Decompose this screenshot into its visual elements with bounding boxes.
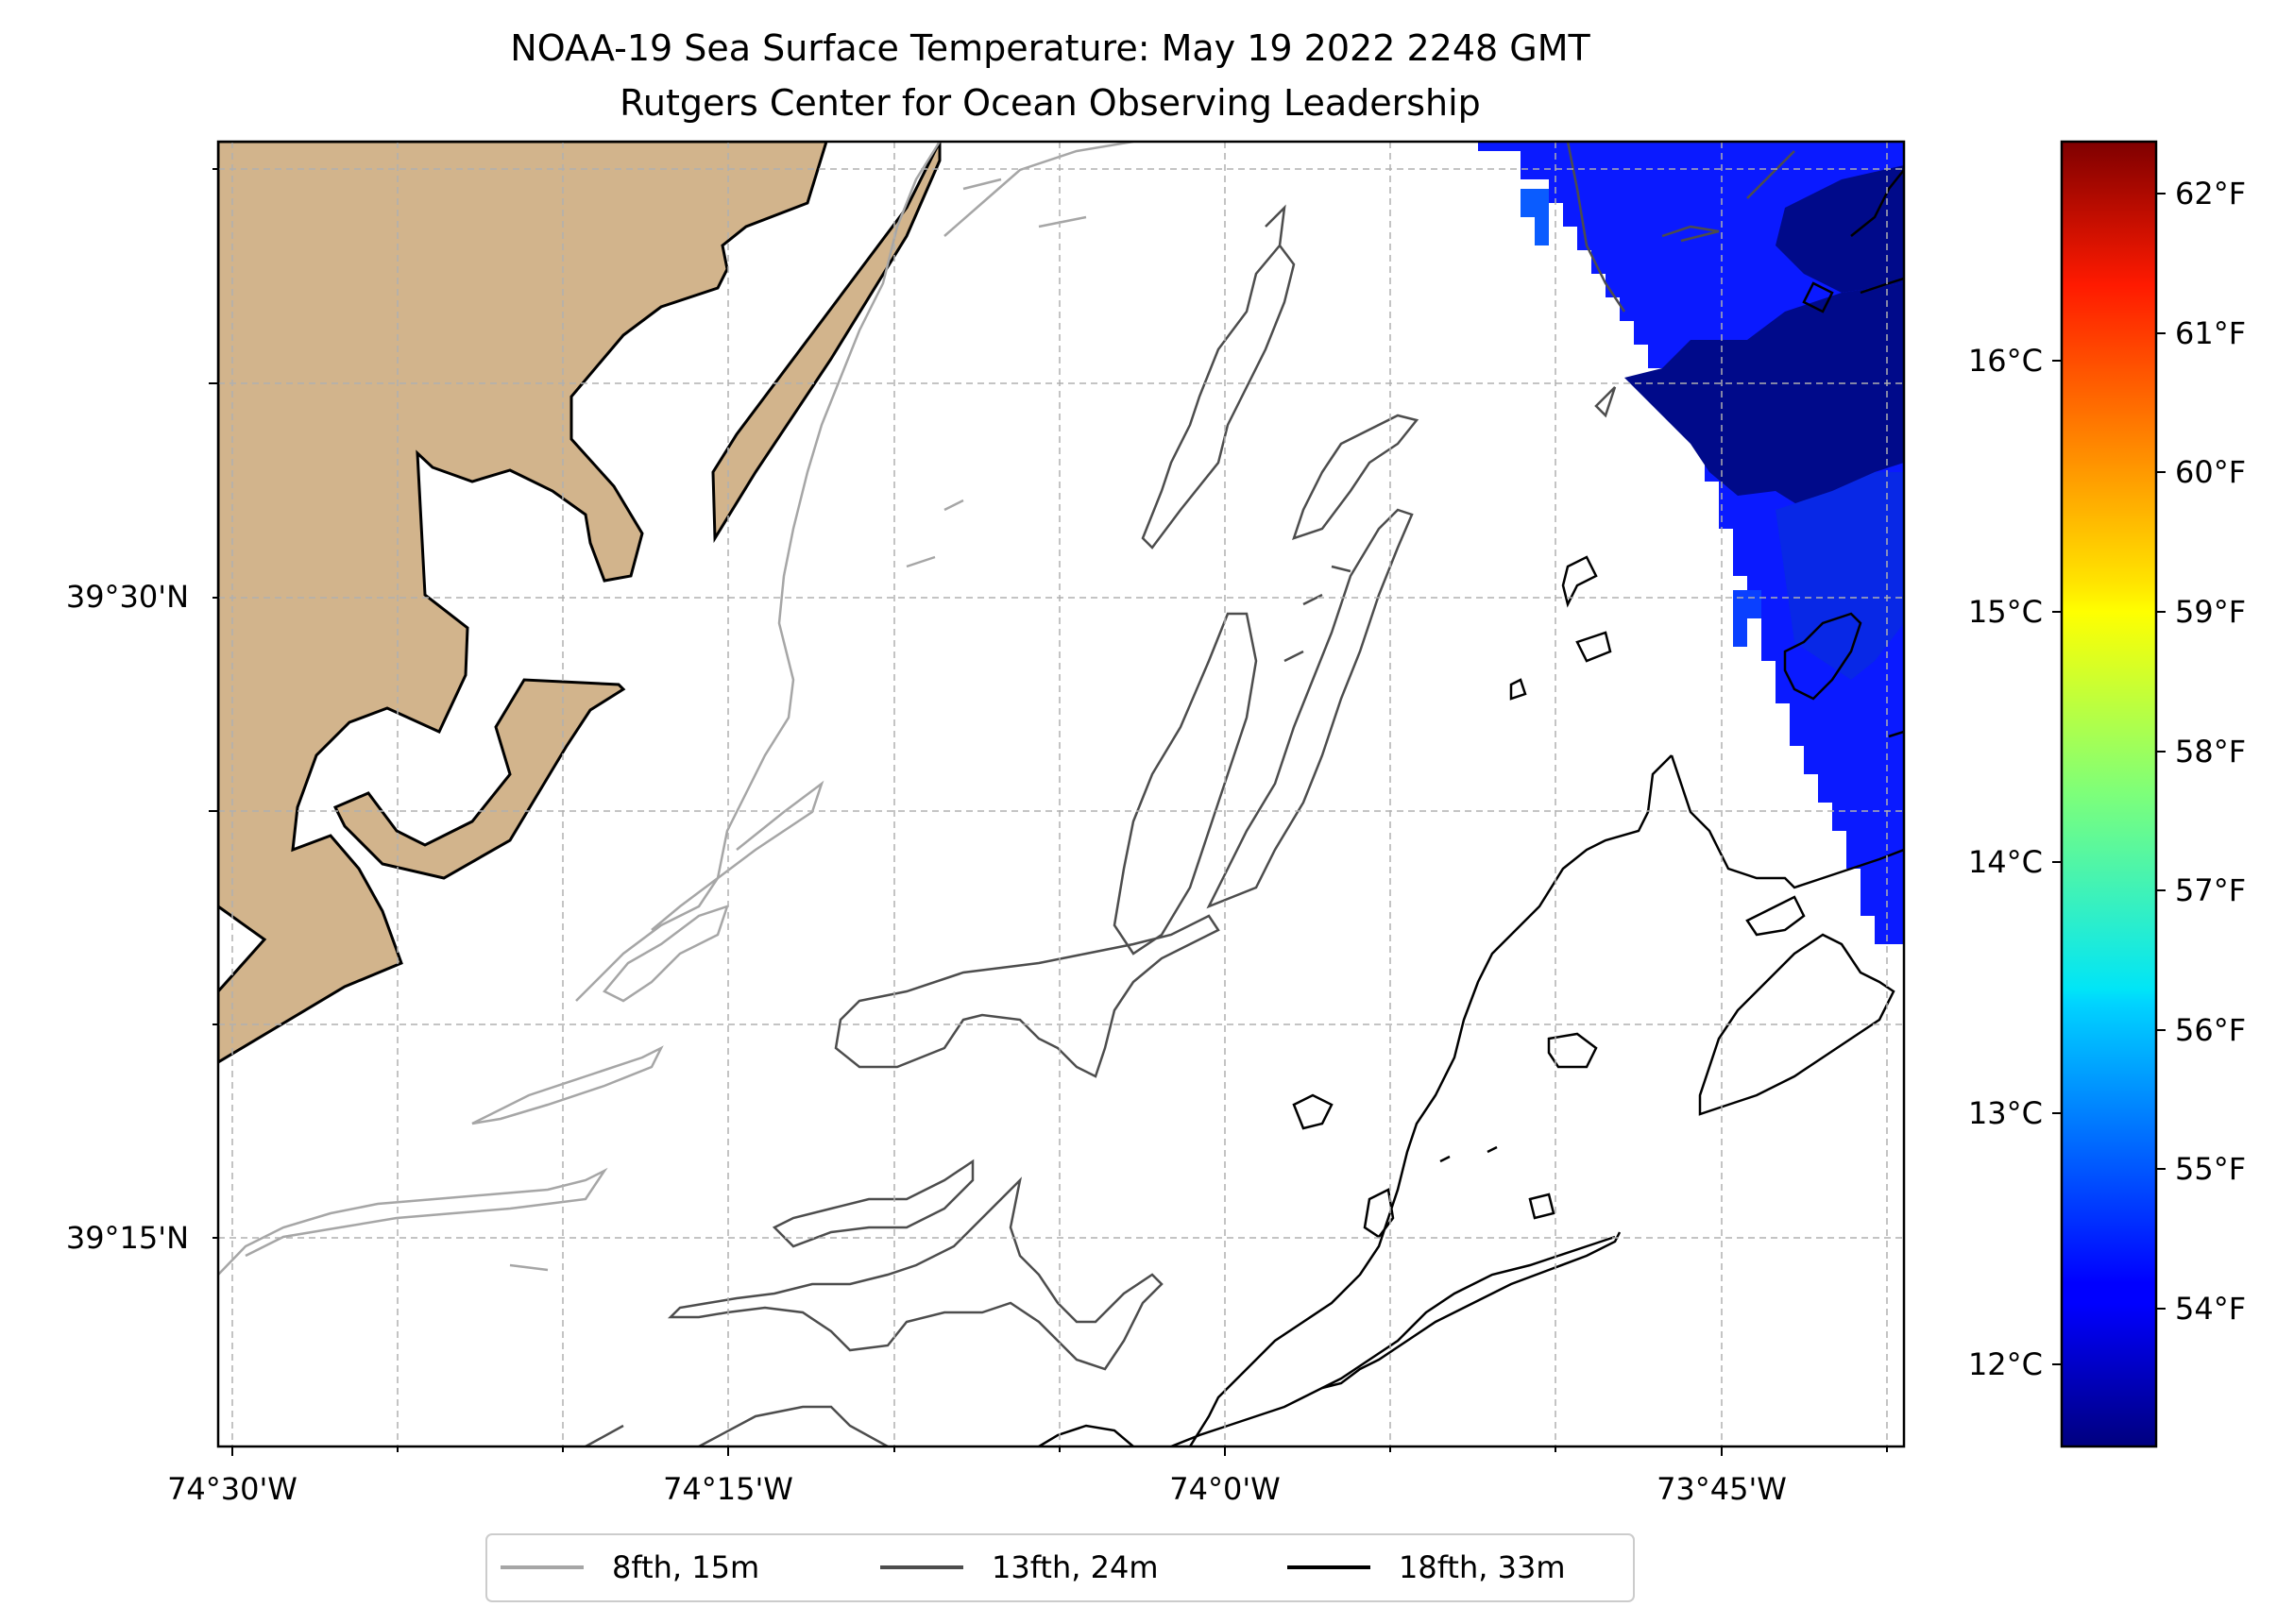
contour-18fth-blobs	[1292, 555, 1612, 1239]
contour-8fth-spur	[471, 1045, 664, 1125]
contour-13fth	[585, 142, 1795, 1446]
contour-13fth-east	[1566, 142, 1795, 418]
contour-13fth-ridge-upper	[1292, 414, 1419, 540]
fahrenheit-tick-label-3: 56°F	[2175, 1012, 2246, 1048]
colorbar: 12°C 13°C 14°C 15°C 16°C 54°F 55°F 56°F …	[1968, 140, 2246, 1448]
y-tick-label-1: 39°30'N	[66, 579, 189, 615]
colorbar-fahrenheit-ticks	[2156, 193, 2166, 1310]
contour-8fth	[218, 142, 1134, 1276]
x-tick-label-4: 73°45'W	[1657, 1471, 1787, 1507]
contour-13fth-shoal-long	[834, 914, 1220, 1078]
contour-13fth-south-3	[585, 1405, 889, 1446]
sst-pixels-light-2	[1733, 590, 1761, 647]
sst-pixels-light	[1521, 189, 1549, 245]
fahrenheit-tick-label-5: 58°F	[2175, 734, 2246, 770]
land-mainland	[218, 142, 828, 1064]
fahrenheit-tick-label-8: 61°F	[2175, 315, 2246, 351]
land-spit	[711, 142, 942, 544]
x-axis	[231, 1446, 1888, 1456]
contour-18fth-shoal-east	[1698, 933, 1895, 1116]
fahrenheit-tick-label-4: 57°F	[2175, 872, 2246, 908]
contour-8fth-main	[575, 142, 942, 1002]
y-axis	[209, 168, 218, 1239]
contour-13fth-south-1	[772, 1159, 975, 1248]
contour-18fth-ne	[1783, 169, 1904, 738]
contour-13fth-ridge-mid	[1113, 612, 1258, 956]
fahrenheit-tick-label-7: 60°F	[2175, 454, 2246, 490]
celsius-tick-label-5: 16°C	[1968, 343, 2043, 379]
contour-8fth-east	[943, 142, 1134, 237]
contour-18fth-shoal-ne	[1745, 895, 1806, 937]
land-mass	[218, 142, 942, 1064]
fahrenheit-tick-label-1: 54°F	[2175, 1291, 2246, 1327]
y-tick-label-2: 39°15'N	[66, 1220, 189, 1256]
contour-8fth-south	[218, 1167, 608, 1276]
land-island	[332, 678, 626, 880]
celsius-tick-label-2: 13°C	[1968, 1095, 2043, 1131]
legend-label-18fth: 18fth, 33m	[1399, 1549, 1565, 1585]
x-tick-label-1: 74°30'W	[167, 1471, 297, 1507]
legend-label-8fth: 8fth, 15m	[612, 1549, 759, 1585]
contour-13fth-south-2	[667, 1176, 1164, 1371]
legend-box	[485, 1533, 1635, 1602]
map-panel	[216, 140, 1906, 1448]
contour-18fth-south-2	[1321, 1231, 1622, 1390]
contour-8fth-small	[509, 499, 964, 1272]
contour-8fth-inner	[651, 780, 824, 931]
contour-18fth	[1038, 169, 1904, 1446]
contour-13fth-ridge-north	[1141, 204, 1296, 550]
land-inlet-white	[218, 905, 267, 994]
contour-18fth-south	[1038, 1235, 1616, 1446]
x-tick-label-2: 74°15'W	[663, 1471, 793, 1507]
map-gridlines	[218, 142, 1904, 1446]
contour-18fth-east-edge	[1670, 754, 1904, 889]
legend: 8fth, 15m 13fth, 24m 18fth, 33m	[485, 1533, 1635, 1602]
fahrenheit-tick-label-2: 55°F	[2175, 1151, 2246, 1187]
map-title-line2: Rutgers Center for Ocean Observing Leade…	[620, 82, 1481, 124]
sst-data-field	[1478, 142, 1904, 944]
celsius-tick-label-4: 15°C	[1968, 594, 2043, 630]
contour-13fth-ridge-center	[1206, 508, 1414, 909]
celsius-tick-label-3: 14°C	[1968, 844, 2043, 880]
contour-13fth-small	[1283, 565, 1351, 663]
colorbar-gradient	[2060, 140, 2158, 1448]
sst-pixels-cold-north	[1776, 165, 1904, 293]
sst-pixels-mid	[1776, 472, 1904, 680]
fahrenheit-tick-label-6: 59°F	[2175, 594, 2246, 630]
map-frame	[216, 140, 1906, 1448]
fahrenheit-tick-label-9: 62°F	[2175, 176, 2246, 211]
colorbar-celsius-ticks	[2052, 360, 2062, 1365]
legend-label-13fth: 13fth, 24m	[992, 1549, 1158, 1585]
contour-8fth-shoal	[603, 905, 729, 1003]
map-title-line1: NOAA-19 Sea Surface Temperature: May 19 …	[510, 27, 1590, 69]
x-tick-label-3: 74°0'W	[1169, 1471, 1281, 1507]
celsius-tick-label-1: 12°C	[1968, 1346, 2043, 1382]
contour-18fth-main	[1188, 754, 1673, 1446]
sst-pixels-cold	[1624, 283, 1904, 515]
